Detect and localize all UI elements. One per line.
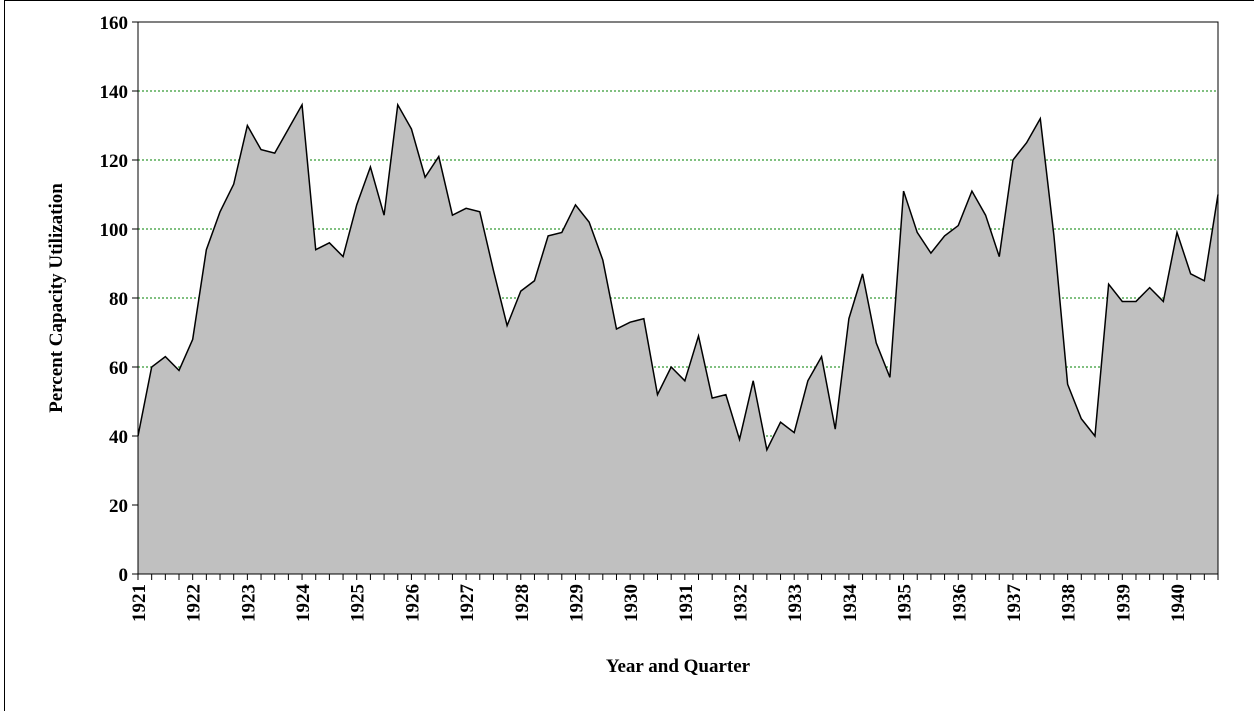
y-axis-title: Percent Capacity Utilization xyxy=(46,183,67,413)
x-tick-label: 1921 xyxy=(129,584,150,622)
x-tick-label: 1938 xyxy=(1059,584,1080,622)
y-tick-label: 0 xyxy=(119,565,129,586)
x-tick-label: 1937 xyxy=(1004,584,1025,623)
y-tick-label: 80 xyxy=(109,289,128,310)
y-tick-label: 120 xyxy=(100,151,129,172)
x-tick-label: 1928 xyxy=(512,584,533,622)
x-tick-label: 1939 xyxy=(1113,584,1134,622)
x-tick-label: 1930 xyxy=(621,584,642,622)
x-tick-label: 1922 xyxy=(184,584,205,622)
x-tick-label: 1933 xyxy=(785,584,806,622)
x-tick-label: 1931 xyxy=(676,584,697,622)
x-tick-label: 1925 xyxy=(348,584,369,622)
x-axis-title: Year and Quarter xyxy=(606,656,751,677)
x-tick-label: 1935 xyxy=(895,584,916,622)
x-tick-label: 1932 xyxy=(731,584,752,622)
y-tick-label: 100 xyxy=(100,220,129,241)
x-tick-label: 1926 xyxy=(402,584,423,622)
x-tick-label: 1929 xyxy=(566,584,587,622)
y-tick-label: 60 xyxy=(109,358,128,379)
y-tick-label: 40 xyxy=(109,427,128,448)
x-tick-label: 1927 xyxy=(457,584,478,623)
x-tick-label: 1934 xyxy=(840,584,861,623)
y-tick-label: 140 xyxy=(100,82,129,103)
x-tick-label: 1936 xyxy=(949,584,970,622)
x-tick-label: 1924 xyxy=(293,584,314,623)
x-tick-label: 1923 xyxy=(238,584,259,622)
x-tick-label: 1940 xyxy=(1168,584,1189,622)
y-tick-label: 20 xyxy=(109,496,128,517)
y-tick-label: 160 xyxy=(100,13,129,34)
